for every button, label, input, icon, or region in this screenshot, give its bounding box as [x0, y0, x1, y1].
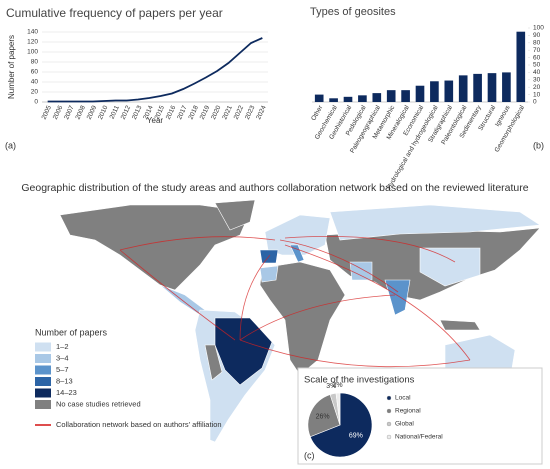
- panel-label: (c): [304, 450, 315, 460]
- bar: [314, 94, 324, 102]
- legend-label: Regional: [395, 408, 421, 415]
- legend-swatch: [35, 377, 51, 386]
- network-arc: [239, 339, 471, 368]
- legend-label: Global: [395, 421, 414, 428]
- bar: [516, 31, 526, 103]
- legend-swatch: [35, 354, 51, 363]
- legend-label: Local: [395, 395, 411, 402]
- y-tick-label: 120: [27, 39, 38, 46]
- y-tick-label: 140: [27, 29, 38, 36]
- slice-label: 69%: [349, 433, 363, 440]
- china: [419, 247, 481, 287]
- y-tick-label: 50: [533, 62, 541, 69]
- x-tick-label: Geomorphological: [494, 104, 527, 154]
- bar: [386, 90, 396, 102]
- y-tick-label: 30: [533, 77, 541, 84]
- panel-label: (b): [533, 140, 544, 150]
- legend-swatch: [386, 408, 392, 414]
- x-axis-label: Year: [147, 116, 164, 125]
- x-tick-label: 2024: [255, 104, 268, 120]
- y-tick-label: 40: [533, 69, 541, 76]
- italy: [289, 244, 305, 263]
- network-arc: [284, 244, 471, 361]
- brazil: [214, 317, 273, 386]
- legend-label: 5–7: [56, 365, 69, 374]
- bar: [444, 80, 454, 102]
- legend-label: No case studies retrieved: [56, 399, 141, 408]
- india: [384, 279, 411, 316]
- morocco: [259, 265, 279, 283]
- y-tick-label: 80: [533, 40, 541, 47]
- bar: [329, 98, 338, 102]
- indonesia: [439, 319, 481, 331]
- y-tick-label: 10: [533, 91, 541, 98]
- bar: [415, 85, 425, 102]
- slice-label: 26%: [316, 414, 330, 421]
- x-tick-label: Other: [310, 104, 325, 122]
- panel-label: (a): [5, 140, 16, 150]
- bar: [473, 73, 482, 102]
- network-arc: [119, 236, 276, 251]
- legend-label: Collaboration network based on authors' …: [56, 420, 222, 429]
- y-tick-label: 60: [31, 69, 39, 76]
- legend-swatch: [35, 388, 51, 398]
- x-tick-label: 2010: [97, 104, 110, 120]
- y-tick-label: 80: [31, 59, 39, 66]
- iran: [349, 261, 373, 281]
- chart-title: Cumulative frequency of papers per year: [6, 6, 223, 20]
- russia: [329, 204, 541, 241]
- network-arc: [284, 236, 456, 263]
- y-tick-label: 20: [31, 89, 39, 96]
- legend-swatch: [35, 400, 51, 409]
- andes: [204, 344, 223, 381]
- legend-swatch: [35, 365, 51, 375]
- slice-label: 2%: [332, 382, 342, 389]
- bar: [343, 96, 353, 102]
- bar: [458, 75, 468, 102]
- world-map: [59, 199, 541, 443]
- pie-slice: [307, 394, 341, 438]
- y-tick-label: 0: [34, 99, 38, 106]
- bar: [358, 95, 367, 102]
- legend-label: 3–4: [56, 353, 69, 362]
- pie-slice: [335, 392, 341, 426]
- legend-label: 14–23: [56, 388, 77, 397]
- bar: [372, 93, 382, 102]
- bar: [487, 73, 497, 102]
- y-tick-label: 0: [533, 99, 537, 106]
- map-title: Geographic distribution of the study are…: [21, 182, 528, 194]
- bar: [502, 72, 511, 102]
- chart-title: Scale of the investigations: [304, 375, 415, 386]
- network-arc: [239, 254, 271, 341]
- network-arc: [239, 294, 396, 341]
- pie-slice: [309, 392, 373, 458]
- chart-title: Types of geosites: [310, 6, 396, 18]
- legend-swatch: [386, 434, 392, 440]
- y-tick-label: 100: [533, 25, 544, 32]
- y-tick-label: 20: [533, 84, 541, 91]
- y-tick-label: 40: [31, 79, 39, 86]
- y-tick-label: 90: [533, 32, 541, 39]
- y-axis-label: Number of papers: [7, 35, 16, 99]
- y-tick-label: 60: [533, 54, 541, 61]
- legend-label: 8–13: [56, 376, 73, 385]
- legend-label: 1–2: [56, 342, 69, 351]
- line: [47, 37, 263, 103]
- bar: [430, 81, 439, 102]
- network-arc: [279, 239, 399, 293]
- north-america: [59, 204, 251, 291]
- greenland: [214, 199, 256, 231]
- map-legend-title: Number of papers: [35, 327, 108, 337]
- legend-swatch: [386, 421, 392, 427]
- bar: [401, 90, 410, 102]
- legend-label: National/Federal: [395, 434, 443, 441]
- y-tick-label: 100: [27, 49, 38, 56]
- y-tick-label: 70: [533, 47, 541, 54]
- slice-label: 3%: [326, 383, 336, 390]
- legend-swatch: [35, 342, 51, 352]
- legend-swatch: [386, 395, 392, 401]
- network-arc: [119, 249, 236, 341]
